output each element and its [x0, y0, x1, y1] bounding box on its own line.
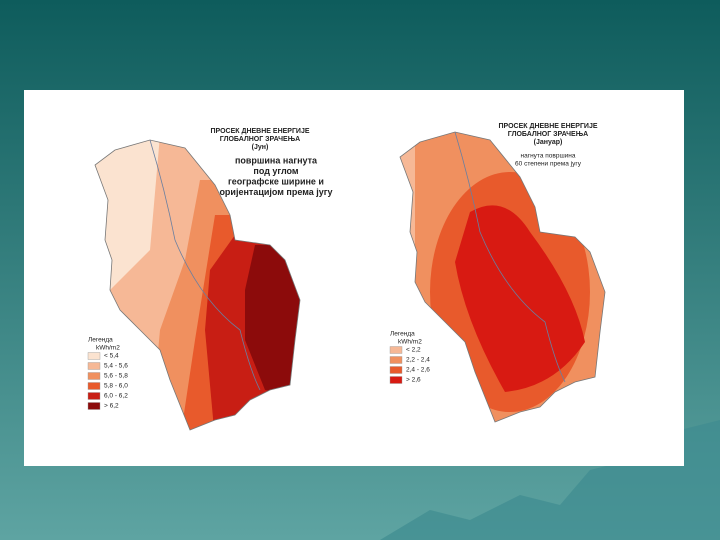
- map-title: (Јун): [252, 144, 269, 151]
- decor-mountains: [380, 420, 720, 540]
- legend-swatch: [389, 346, 403, 354]
- legend-title: Легенда: [88, 337, 113, 344]
- legend-label: < 5,4: [104, 353, 119, 360]
- legend-swatch: [389, 366, 403, 374]
- legend-label: 5,6 - 5,8: [104, 373, 128, 380]
- legend-swatch: [87, 352, 101, 360]
- legend-label: < 2,2: [406, 347, 421, 354]
- legend-swatch: [87, 402, 101, 410]
- legend-swatch: [87, 362, 101, 370]
- legend-swatch: [389, 376, 403, 384]
- legend-label: > 2,6: [406, 377, 421, 384]
- map-title: ПРОСЕК ДНЕВНЕ ЕНЕРГИЈЕ: [498, 123, 597, 130]
- legend-swatch: [389, 356, 403, 364]
- legend-swatch: [87, 372, 101, 380]
- legend-label: 2,4 - 2,6: [406, 367, 430, 374]
- legend-label: 5,4 - 5,6: [104, 363, 128, 370]
- map-subtitle: оријентацијом према југу: [219, 187, 332, 197]
- map-subtitle: под углом: [253, 166, 299, 176]
- map-subtitle: нагнута површина: [521, 153, 576, 160]
- legend-label: > 6,2: [104, 403, 119, 410]
- legend-unit: kWh/m2: [96, 345, 120, 352]
- map-title: ПРОСЕК ДНЕВНЕ ЕНЕРГИЈЕ: [210, 128, 309, 135]
- legend-swatch: [87, 382, 101, 390]
- legend-title: Легенда: [390, 331, 415, 338]
- map-title: ГЛОБАЛНОГ ЗРАЧЕЊА: [220, 136, 300, 143]
- legend-label: 5,8 - 6,0: [104, 383, 128, 390]
- map-subtitle: географске ширине и: [228, 176, 324, 186]
- legend-label: 2,2 - 2,4: [406, 357, 430, 364]
- legend-swatch: [87, 392, 101, 400]
- map-subtitle: површина нагнута: [235, 155, 318, 165]
- map-title: ГЛОБАЛНОГ ЗРАЧЕЊА: [508, 131, 588, 138]
- map-subtitle: 60 степени према југу: [515, 161, 582, 168]
- map-title: (Јануар): [534, 139, 563, 146]
- legend-label: 6,0 - 6,2: [104, 393, 128, 400]
- legend-unit: kWh/m2: [398, 339, 422, 346]
